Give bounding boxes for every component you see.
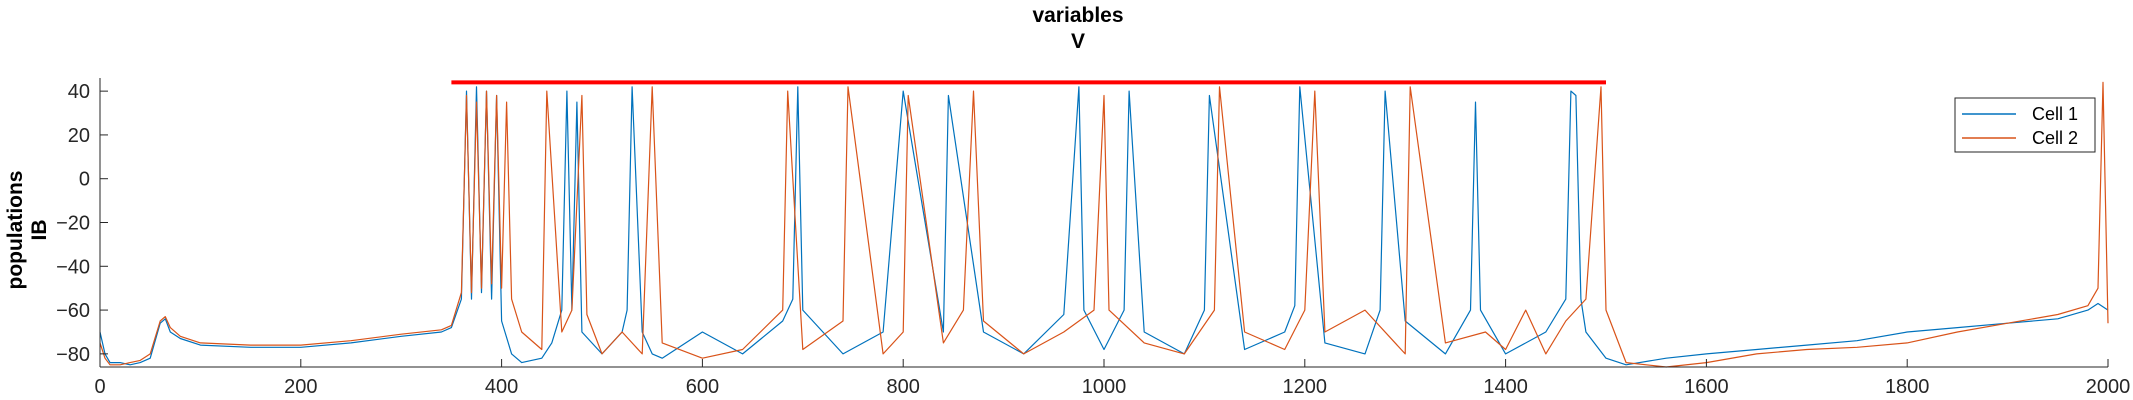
y-tick-label: −20 bbox=[56, 213, 90, 235]
x-tick-label: 400 bbox=[485, 376, 518, 398]
x-tick-label: 0 bbox=[94, 376, 105, 398]
y-tick-label: 0 bbox=[79, 169, 90, 191]
y-tick-label: 40 bbox=[68, 81, 90, 103]
legend: Cell 1 Cell 2 bbox=[1954, 97, 2096, 153]
legend-box bbox=[1954, 97, 2096, 153]
y-tick-label: −80 bbox=[56, 344, 90, 366]
y-tick-label: −60 bbox=[56, 300, 90, 322]
y-tick-label: −40 bbox=[56, 256, 90, 278]
y-axis-label-secondary: IB bbox=[28, 220, 51, 241]
legend-label-cell-2: Cell 2 bbox=[2032, 128, 2078, 148]
y-tick-label: 20 bbox=[68, 125, 90, 147]
x-tick-label: 600 bbox=[686, 376, 719, 398]
chart-title: variables bbox=[1032, 4, 1123, 27]
x-tick-label: 1000 bbox=[1082, 376, 1127, 398]
series-line-2 bbox=[99, 81, 2109, 368]
x-tick-label: 1800 bbox=[1885, 376, 1930, 398]
x-tick-label: 1400 bbox=[1483, 376, 1528, 398]
chart-subtitle: V bbox=[1071, 30, 1085, 53]
y-axis-label: populations bbox=[4, 171, 27, 290]
x-tick-label: 2000 bbox=[2086, 376, 2131, 398]
x-tick-label: 1600 bbox=[1684, 376, 1729, 398]
x-tick-label: 200 bbox=[284, 376, 317, 398]
legend-label-cell-1: Cell 1 bbox=[2032, 104, 2078, 124]
x-tick-label: 800 bbox=[887, 376, 920, 398]
plot-area: 0 200 400 600 800 1000 1200 1400 1600 1800 2000−80… bbox=[56, 78, 2130, 398]
x-tick-label: 1200 bbox=[1283, 376, 1328, 398]
series-line-1 bbox=[99, 86, 2109, 366]
